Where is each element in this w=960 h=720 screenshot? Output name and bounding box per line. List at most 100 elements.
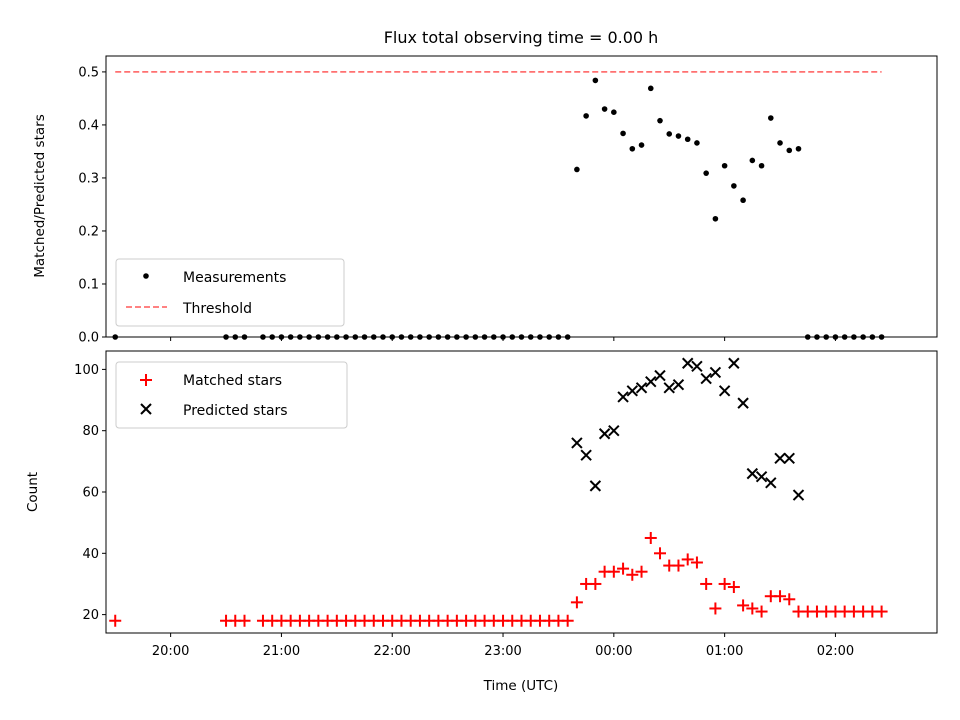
predicted-stars-point [709, 366, 722, 379]
predicted-stars-point [774, 452, 786, 464]
predicted-stars-point [681, 357, 694, 369]
predicted-stars-point [645, 375, 657, 388]
measurement-point [749, 157, 756, 164]
measurement-point [731, 183, 737, 189]
measurement-point [601, 106, 608, 112]
measurement-point [629, 145, 636, 152]
bottom-y-ticks: 20 40 60 80 100 [74, 363, 106, 623]
bottom-y-tick-label: 80 [82, 424, 99, 439]
predicted-stars-point [700, 372, 712, 385]
measurement-point [574, 166, 580, 173]
bottom-x-tick-label: 22:00 [373, 644, 410, 659]
top-y-tick-label: 0.1 [78, 277, 99, 292]
top-y-tick-label: 0.0 [78, 331, 99, 346]
bottom-x-tick-label: 01:00 [706, 644, 743, 659]
predicted-stars-point [792, 489, 805, 501]
measurement-point [611, 109, 617, 115]
matched-stars-point [617, 562, 630, 575]
matched-stars-point [718, 577, 731, 590]
matched-stars-point [727, 581, 740, 594]
measurement-point [768, 115, 774, 121]
predicted-stars-point [598, 428, 611, 440]
matched-stars-point [635, 565, 648, 578]
measurement-point [703, 170, 709, 176]
matched-stars-point [607, 565, 620, 578]
measurement-point [647, 85, 654, 92]
measurement-point [620, 130, 626, 137]
measurement-point [712, 215, 719, 222]
top-y-tick-label: 0.2 [78, 224, 99, 239]
predicted-stars-point [571, 437, 583, 449]
predicted-stars-point [765, 477, 777, 489]
bottom-y-tick-label: 20 [82, 608, 99, 623]
bottom-x-tick-label: 02:00 [817, 644, 854, 659]
matched-stars-point [709, 602, 722, 615]
figure-title: Flux total observing time = 0.00 h [384, 28, 659, 47]
measurement-point [657, 117, 663, 124]
matched-stars-point [570, 596, 583, 609]
matched-stars-point [644, 531, 657, 544]
bottom-x-tick-label: 23:00 [484, 644, 521, 659]
matched-stars-point [875, 605, 888, 618]
bottom-y-tick-label: 100 [74, 363, 99, 378]
measurement-point [721, 162, 728, 169]
predicted-stars-point [654, 369, 666, 382]
legend-marker-measurements [143, 273, 149, 279]
bottom-x-axis-label: Time (UTC) [483, 678, 559, 694]
top-y-tick-label: 0.4 [78, 118, 99, 133]
predicted-stars-point [589, 480, 602, 492]
measurement-point [795, 145, 802, 152]
top-y-tick-label: 0.3 [78, 171, 99, 186]
measurement-point [666, 131, 673, 137]
bottom-x-tick-label: 00:00 [595, 644, 632, 659]
top-y-axis-label: Matched/Predicted stars [32, 114, 48, 277]
predicted-stars-point [608, 424, 620, 437]
measurement-point [675, 133, 682, 139]
top-y-tick-label: 0.5 [78, 65, 99, 80]
top-plot-frame [105, 55, 938, 338]
matched-stars-point [561, 614, 574, 627]
measurement-point [786, 147, 793, 154]
measurement-point [684, 136, 691, 143]
top-panel: 0.0 0.1 0.2 0.3 0.4 0.5 Matched/Predicted sta… [32, 55, 938, 346]
bottom-panel: 20 40 60 80 100 20:00 21:00 22:00 23:00 00:00 01:… [25, 350, 938, 694]
matched-stars-point [681, 553, 694, 566]
legend-marker-matched-stars [140, 374, 152, 386]
bottom-y-tick-label: 60 [82, 486, 99, 501]
bottom-x-tick-label: 21:00 [263, 644, 300, 659]
top-y-ticks: 0.0 0.1 0.2 0.3 0.4 0.5 [78, 65, 106, 346]
predicted-stars-point [718, 385, 731, 397]
top-x-ticks [170, 337, 836, 341]
matched-stars-point [589, 577, 602, 590]
matched-stars-point [700, 577, 713, 590]
measurement-point [758, 162, 765, 169]
measurement-point [777, 140, 783, 146]
top-legend: Measurements Threshold [115, 258, 345, 327]
matched-stars-point [755, 605, 768, 618]
predicted-stars-point [755, 470, 768, 483]
matched-stars-point [737, 599, 750, 612]
measurement-point [638, 142, 645, 148]
predicted-stars-point [672, 379, 685, 391]
bottom-legend-box [115, 361, 348, 429]
bottom-x-ticks: 20:00 21:00 22:00 23:00 00:00 01:00 02:00 [152, 633, 854, 659]
matched-stars-point [746, 602, 759, 615]
top-legend-box [115, 258, 345, 327]
predicted-stars-point [746, 467, 759, 480]
predicted-stars-point [728, 357, 740, 369]
predicted-stars-point [737, 397, 749, 409]
predicted-stars-point [635, 382, 648, 394]
predicted-stars-point [783, 452, 795, 464]
predicted-stars-point [580, 449, 592, 461]
bottom-y-tick-label: 40 [82, 547, 99, 562]
matched-stars-point [690, 556, 703, 569]
bottom-x-tick-label: 20:00 [152, 644, 189, 659]
measurement-point [583, 113, 589, 119]
predicted-stars-point [663, 382, 675, 394]
matched-stars-point [626, 568, 639, 581]
bottom-marks [109, 357, 888, 627]
legend-label-matched-stars: Matched stars [183, 373, 282, 389]
top-marks [112, 71, 885, 340]
bottom-y-axis-label: Count [25, 472, 41, 512]
matched-stars-point [774, 590, 787, 603]
